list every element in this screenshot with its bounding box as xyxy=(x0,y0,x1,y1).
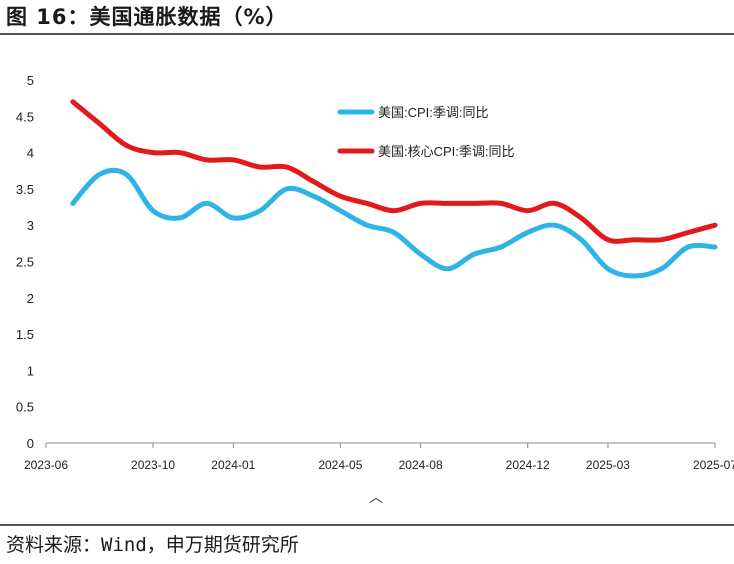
x-tick-label: 2024-12 xyxy=(506,458,550,472)
chevron-up-icon: ︿ xyxy=(369,489,383,505)
source-note: 资料来源：Wind，申万期货研究所 xyxy=(6,534,299,556)
x-tick-label: 2025-03 xyxy=(586,458,630,472)
x-tick-label: 2023-06 xyxy=(24,458,68,472)
y-tick-label: 0.5 xyxy=(16,400,34,415)
y-tick-label: 1.5 xyxy=(16,327,34,342)
y-tick-label: 3.5 xyxy=(16,182,34,197)
y-tick-label: 0 xyxy=(27,436,34,451)
y-tick-label: 3 xyxy=(27,218,34,233)
legend-item-core-cpi-label: 美国:核心CPI:季调:同比 xyxy=(378,144,515,159)
y-tick-label: 4.5 xyxy=(16,109,34,124)
y-tick-label: 5 xyxy=(27,73,34,88)
x-tick-label: 2024-05 xyxy=(318,458,362,472)
x-tick-label: 2024-08 xyxy=(399,458,443,472)
y-axis-tick-labels: 0 0.5 1 1.5 2 2.5 3 3.5 4 4.5 5 xyxy=(16,73,34,451)
y-tick-label: 2.5 xyxy=(16,255,34,270)
y-tick-label: 1 xyxy=(27,363,34,378)
x-axis: 2023-06 2023-10 2024-01 2024-05 2024-08 2024-… xyxy=(24,442,734,472)
legend-item-cpi-label: 美国:CPI:季调:同比 xyxy=(378,105,489,120)
core-cpi-sa-yoy-line xyxy=(70,99,718,244)
inflation-line-chart: 0 0.5 1 1.5 2 2.5 3 3.5 4 4.5 5 2023-06 2023-10 2024… xyxy=(16,73,734,505)
figure-title: 图 16：美国通胀数据（%） xyxy=(6,5,288,29)
series-lines xyxy=(70,99,718,279)
source-divider xyxy=(0,524,734,526)
x-tick-label: 2024-01 xyxy=(211,458,255,472)
y-tick-label: 2 xyxy=(27,291,34,306)
cpi-sa-yoy-line xyxy=(70,167,718,279)
x-tick-label: 2025-07 xyxy=(693,458,734,472)
title-divider xyxy=(0,33,734,35)
y-tick-label: 4 xyxy=(27,146,34,161)
x-tick-label: 2023-10 xyxy=(131,458,175,472)
